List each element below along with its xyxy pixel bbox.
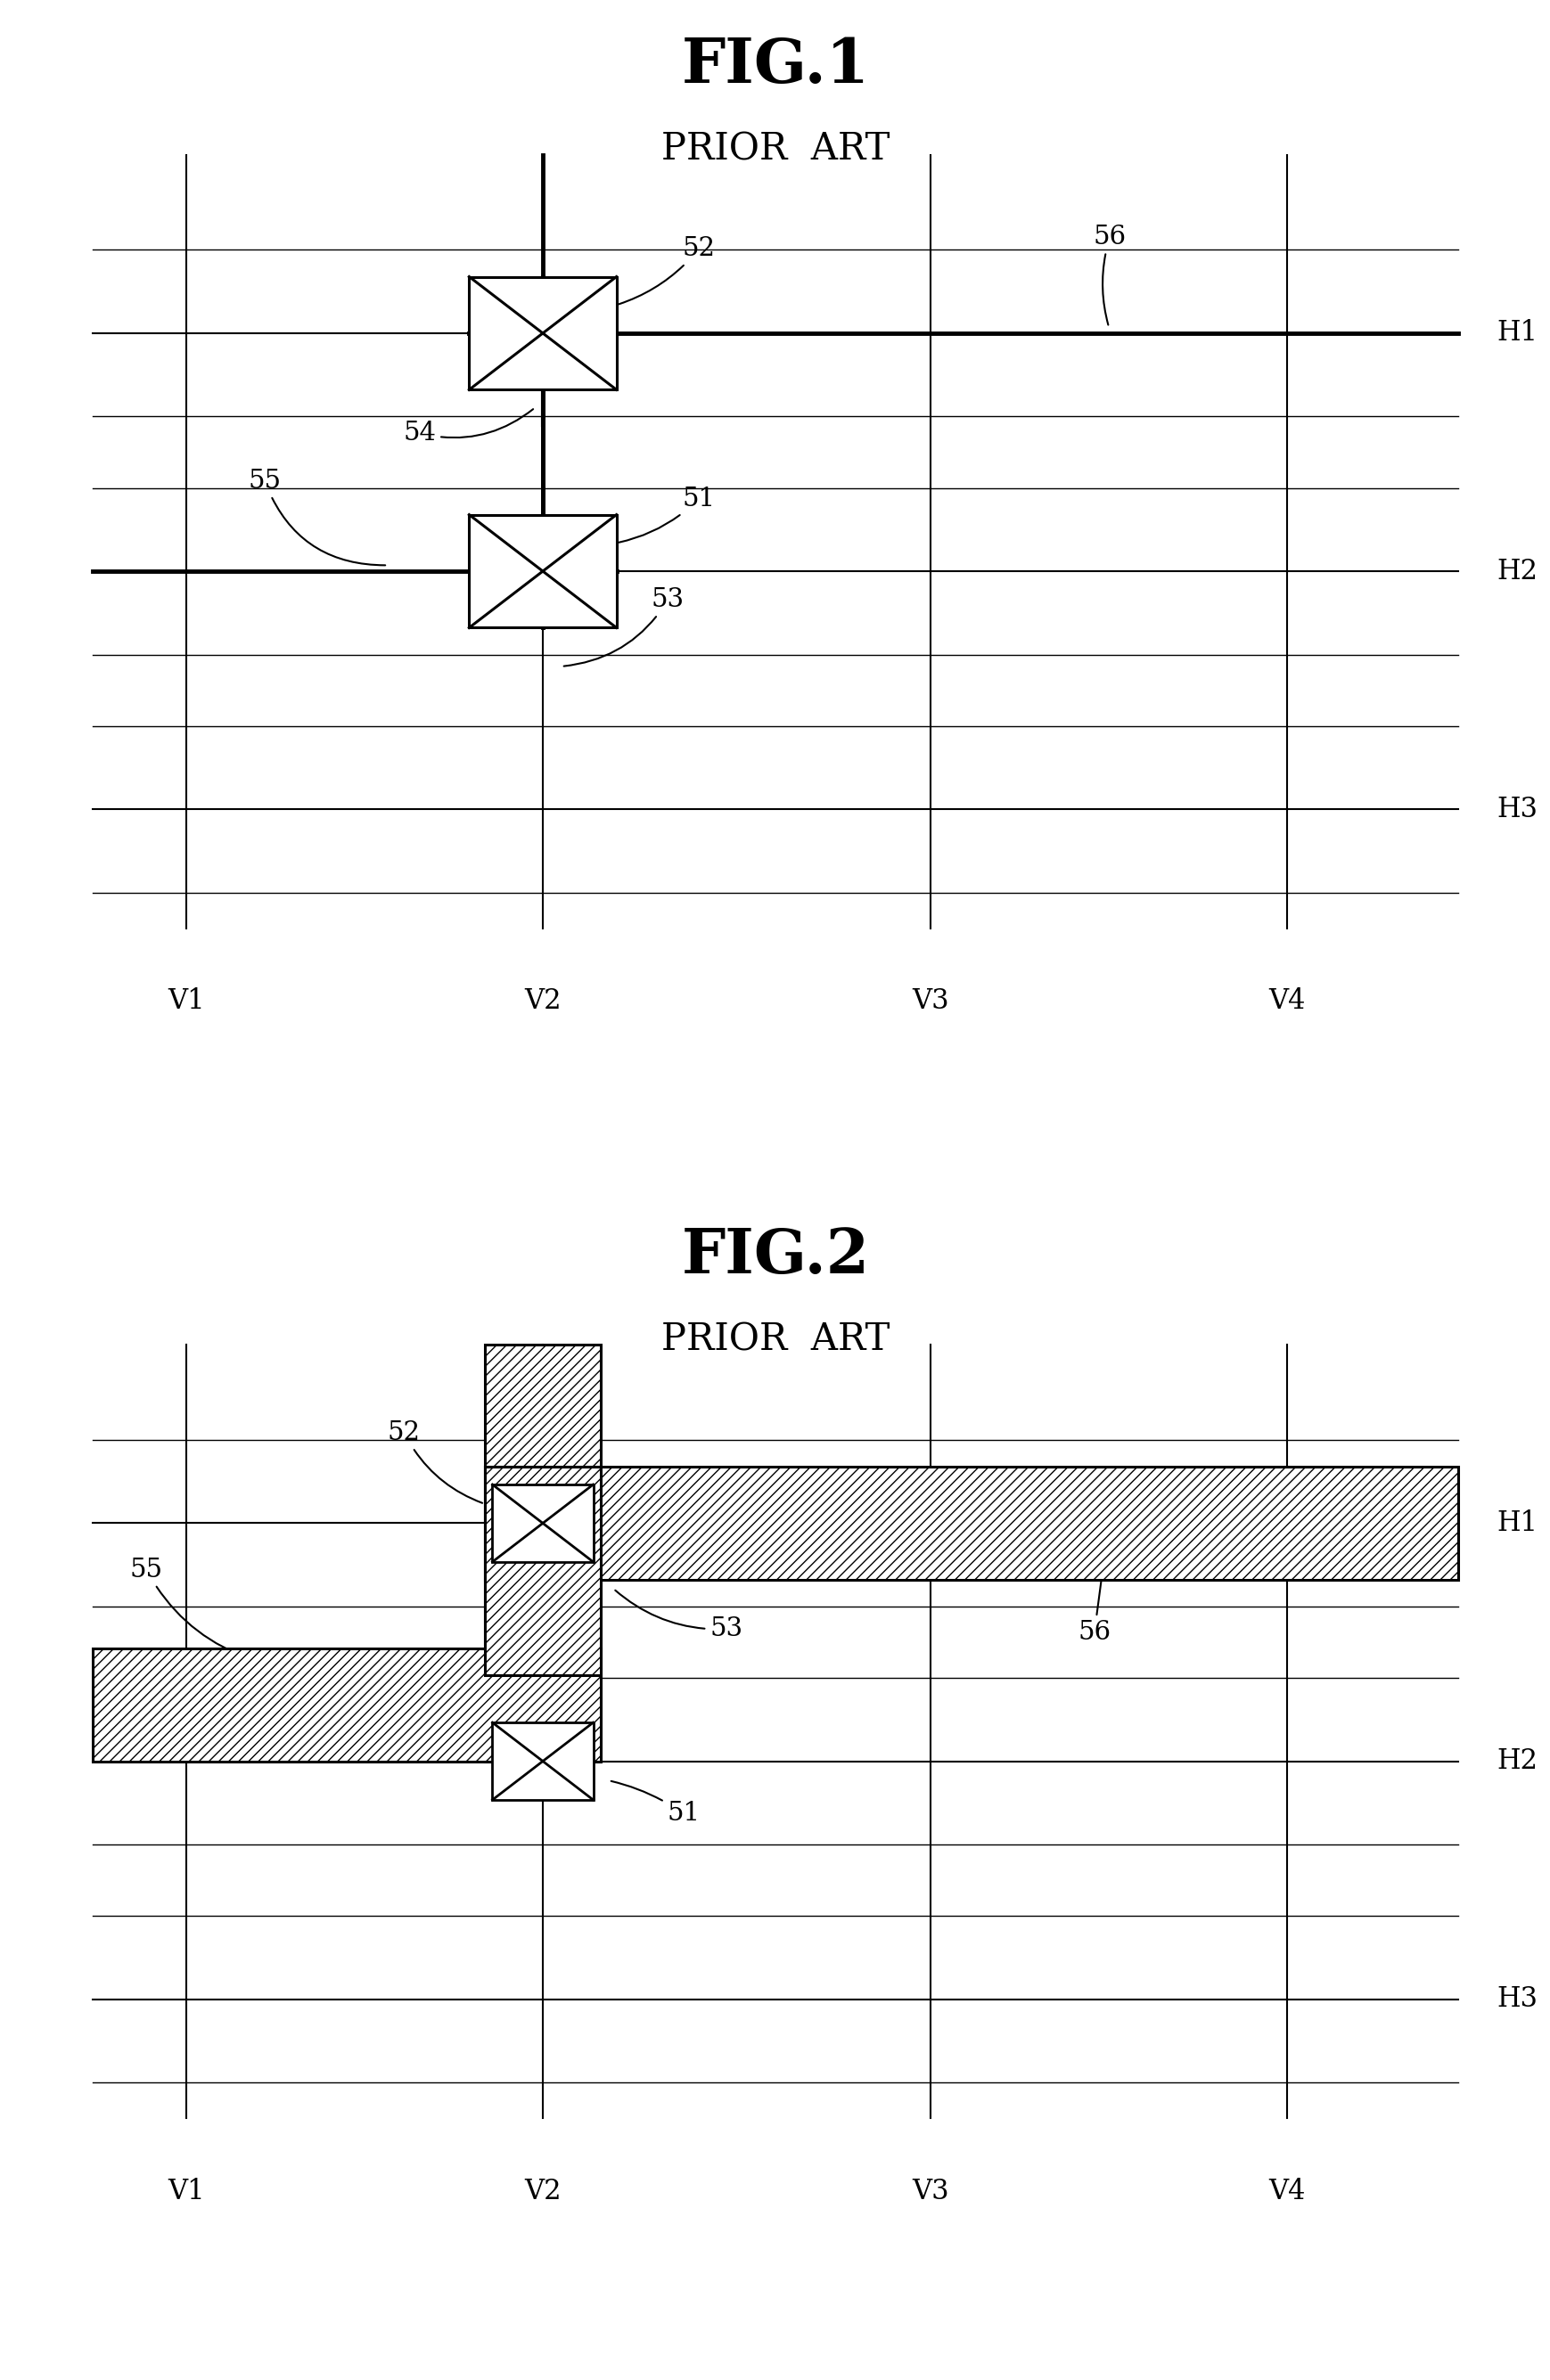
Bar bbox=[484, 1466, 1457, 1580]
Text: H2: H2 bbox=[1496, 557, 1536, 585]
Text: 52: 52 bbox=[388, 1421, 482, 1504]
Text: H2: H2 bbox=[1496, 1747, 1536, 1775]
Text: 51: 51 bbox=[611, 1780, 699, 1825]
Text: FIG.1: FIG.1 bbox=[680, 36, 870, 95]
Text: V2: V2 bbox=[524, 2178, 561, 2206]
Text: FIG.2: FIG.2 bbox=[680, 1226, 870, 1285]
Bar bbox=[484, 1345, 600, 1761]
Text: 56: 56 bbox=[1077, 1526, 1110, 1645]
Text: H1: H1 bbox=[1496, 1509, 1536, 1537]
Text: H1: H1 bbox=[1496, 319, 1536, 347]
Text: V4: V4 bbox=[1268, 2178, 1305, 2206]
Bar bbox=[468, 276, 615, 390]
Text: V1: V1 bbox=[167, 988, 205, 1016]
Text: V1: V1 bbox=[167, 2178, 205, 2206]
Bar bbox=[468, 514, 615, 628]
Text: V4: V4 bbox=[1268, 988, 1305, 1016]
Text: 51: 51 bbox=[618, 486, 715, 543]
Text: PRIOR  ART: PRIOR ART bbox=[660, 1321, 890, 1359]
Text: 55: 55 bbox=[130, 1557, 251, 1659]
Bar bbox=[493, 1485, 594, 1561]
Text: V3: V3 bbox=[911, 2178, 949, 2206]
Text: 54: 54 bbox=[422, 1659, 491, 1728]
Text: PRIOR  ART: PRIOR ART bbox=[660, 131, 890, 169]
Text: V3: V3 bbox=[911, 988, 949, 1016]
Text: 53: 53 bbox=[615, 1590, 742, 1642]
Text: 54: 54 bbox=[403, 409, 533, 445]
Text: 56: 56 bbox=[1093, 224, 1125, 324]
Text: H3: H3 bbox=[1496, 1985, 1536, 2013]
Bar bbox=[484, 1466, 600, 1676]
Text: V2: V2 bbox=[524, 988, 561, 1016]
Bar bbox=[93, 1647, 600, 1761]
Bar bbox=[493, 1723, 594, 1799]
Text: 55: 55 bbox=[248, 469, 384, 566]
Text: 53: 53 bbox=[564, 588, 684, 666]
Text: H3: H3 bbox=[1496, 795, 1536, 823]
Text: 52: 52 bbox=[618, 236, 715, 305]
